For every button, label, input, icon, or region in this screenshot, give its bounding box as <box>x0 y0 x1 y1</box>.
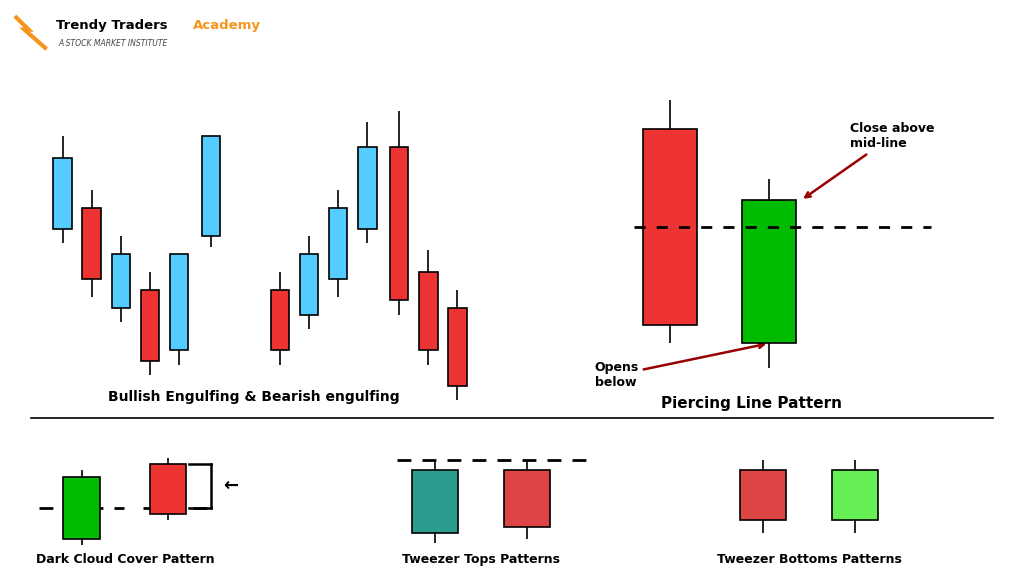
Bar <box>300 254 318 314</box>
Text: Bullish Engulfing & Bearish engulfing: Bullish Engulfing & Bearish engulfing <box>108 390 399 404</box>
Text: Trendy Traders: Trendy Traders <box>56 20 173 32</box>
Bar <box>82 207 101 279</box>
Text: Dark Cloud Cover Pattern: Dark Cloud Cover Pattern <box>36 554 214 567</box>
Text: Tweezer Bottoms Patterns: Tweezer Bottoms Patterns <box>717 554 901 567</box>
Text: Tweezer Tops Patterns: Tweezer Tops Patterns <box>402 554 560 567</box>
Bar <box>742 200 797 343</box>
Text: Opens
below: Opens below <box>594 343 764 389</box>
Bar <box>112 254 130 308</box>
Bar <box>449 308 467 386</box>
Bar <box>504 471 550 526</box>
Bar <box>643 129 697 325</box>
Bar <box>390 147 409 301</box>
Bar <box>140 290 160 361</box>
Bar <box>53 158 72 229</box>
Text: A STOCK MARKET INSTITUTE: A STOCK MARKET INSTITUTE <box>58 39 168 48</box>
Bar <box>329 207 347 279</box>
Bar <box>739 471 786 520</box>
Bar <box>358 147 377 229</box>
Text: Academy: Academy <box>193 20 260 32</box>
Bar <box>419 272 437 350</box>
Bar <box>412 471 458 533</box>
Bar <box>63 477 100 539</box>
Bar <box>150 464 186 514</box>
Text: ←: ← <box>223 477 239 495</box>
Bar <box>170 254 188 350</box>
Text: Close above
mid-line: Close above mid-line <box>805 122 935 197</box>
Bar <box>202 136 220 236</box>
Bar <box>270 290 289 350</box>
Text: Piercing Line Pattern: Piercing Line Pattern <box>660 396 842 411</box>
Bar <box>831 471 878 520</box>
